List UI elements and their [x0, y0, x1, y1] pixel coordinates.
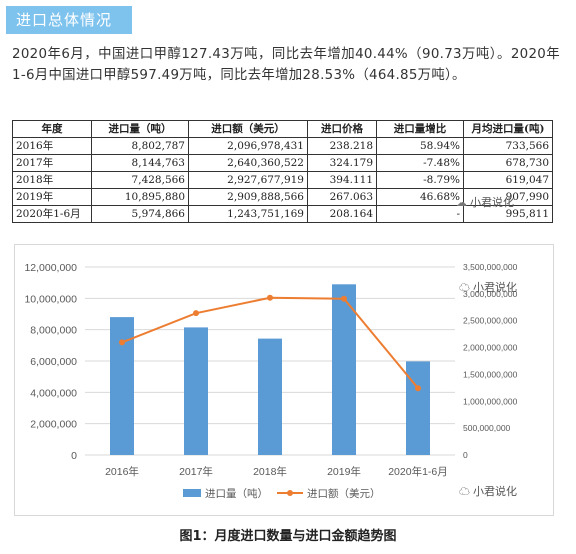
line-point: [415, 385, 421, 392]
cell-amount: 1,243,751,169: [188, 205, 308, 223]
section-header: 进口总体情况: [6, 6, 132, 34]
left-tick-label: 10,000,000: [24, 293, 77, 305]
table-row: 2016年 8,802,787 2,096,978,431 238.218 58.94%…: [12, 137, 553, 155]
left-tick-label: 8,000,000: [30, 325, 77, 337]
cell-year: 2018年: [12, 171, 92, 189]
chart-svg: 0 2,000,000 4,000,000 6,000,000 8,000,000 10,…: [24, 262, 518, 500]
cell-year: 2017年: [12, 154, 92, 172]
cell-qty: 5,974,866: [91, 205, 189, 223]
cell-amount: 2,640,360,522: [188, 154, 308, 172]
legend-label: 进口额（美元）: [307, 487, 381, 500]
cell-growth: -: [376, 205, 464, 223]
cell-price: 394.111: [307, 171, 377, 189]
column-header: 进口价格: [307, 120, 377, 138]
column-header: 月均进口量(吨): [463, 120, 553, 138]
line-point: [267, 294, 273, 301]
cell-price: 208.164: [307, 205, 377, 223]
line-point: [119, 339, 125, 346]
right-tick-label: 2,000,000,000: [463, 343, 518, 353]
watermark-text: 小君说化: [470, 196, 514, 209]
figure-caption: 图1：月度进口数量与进口金额趋势图: [179, 529, 397, 544]
import-stats-table: 年度 进口量（吨） 进口额（美元） 进口价格 进口量增比 月均进口量(吨) 20…: [12, 120, 553, 223]
left-tick-label: 12,000,000: [24, 262, 77, 274]
bar: [258, 338, 282, 455]
legend-swatch-bar: [183, 489, 201, 497]
cell-growth: -8.79%: [376, 171, 464, 189]
bar: [110, 317, 134, 455]
cell-monthly: 995,811: [463, 205, 553, 223]
bar: [332, 284, 356, 455]
x-tick-label: 2016年: [105, 465, 139, 478]
cell-year: 2020年1-6月: [12, 205, 92, 223]
cell-qty: 10,895,880: [91, 188, 189, 206]
legend-marker: [287, 490, 293, 496]
x-tick-label: 2017年: [179, 465, 213, 478]
cell-monthly: 619,047: [463, 171, 553, 189]
left-tick-label: 6,000,000: [30, 356, 77, 368]
right-tick-label: 1,000,000,000: [463, 396, 518, 406]
right-tick-label: 500,000,000: [463, 423, 511, 433]
x-tick-label: 2019年: [327, 465, 361, 478]
right-tick-label: 3,500,000,000: [463, 262, 518, 272]
cell-qty: 8,802,787: [91, 137, 189, 155]
line-point: [341, 295, 347, 302]
cell-amount: 2,927,677,919: [188, 171, 308, 189]
chart-watermark: ☁ 小君说化: [459, 280, 517, 294]
left-tick-label: 2,000,000: [30, 419, 77, 431]
left-tick-label: 0: [71, 450, 77, 462]
cell-qty: 7,428,566: [91, 171, 189, 189]
right-tick-label: 2,500,000,000: [463, 316, 518, 326]
table-header-row: 年度 进口量（吨） 进口额（美元） 进口价格 进口量增比 月均进口量(吨): [12, 120, 553, 138]
cell-amount: 2,909,888,566: [188, 188, 308, 206]
legend-label: 进口量（吨）: [205, 487, 268, 500]
cell-monthly: 733,566: [463, 137, 553, 155]
bar: [406, 361, 430, 455]
x-tick-label: 2020年1-6月: [388, 465, 448, 478]
line-point: [193, 310, 199, 317]
column-header: 进口额（美元）: [188, 120, 308, 138]
right-tick-label: 0: [463, 450, 468, 460]
cell-price: 238.218: [307, 137, 377, 155]
cell-growth: 46.68%: [376, 188, 464, 206]
right-tick-label: 3,000,000,000: [463, 289, 518, 299]
cell-price: 267.063: [307, 188, 377, 206]
cell-year: 2019年: [12, 188, 92, 206]
cell-price: 324.179: [307, 154, 377, 172]
trend-chart: 0 2,000,000 4,000,000 6,000,000 8,000,000 10,…: [14, 244, 554, 516]
cell-year: 2016年: [12, 137, 92, 155]
bar: [184, 327, 208, 455]
chart-watermark: ☁ 小君说化: [459, 484, 517, 498]
cell-qty: 8,144,763: [91, 154, 189, 172]
table-row: 2019年 10,895,880 2,909,888,566 267.063 46.68…: [12, 188, 553, 206]
table-row: 2020年1-6月 5,974,866 1,243,751,169 208.164-9…: [12, 205, 553, 223]
intro-paragraph: 2020年6月，中国进口甲醇127.43万吨，同比去年增加40.44%（90.7…: [12, 47, 560, 83]
column-header: 进口量（吨）: [91, 120, 189, 138]
watermark: ☁ 小君说化: [456, 194, 514, 210]
cell-growth: -7.48%: [376, 154, 464, 172]
right-tick-label: 1,500,000,000: [463, 369, 518, 379]
column-header: 进口量增比: [376, 120, 464, 138]
cell-monthly: 678,730: [463, 154, 553, 172]
table-row: 2017年 8,144,763 2,640,360,522 324.179 -7.48%…: [12, 154, 553, 172]
wechat-icon: ☁: [456, 195, 467, 209]
column-header: 年度: [12, 120, 92, 138]
left-tick-label: 4,000,000: [30, 387, 77, 399]
cell-growth: 58.94%: [376, 137, 464, 155]
cell-amount: 2,096,978,431: [188, 137, 308, 155]
x-tick-label: 2018年: [253, 465, 287, 478]
table-row: 2018年 7,428,566 2,927,677,919 394.111 -8.79%…: [12, 171, 553, 189]
